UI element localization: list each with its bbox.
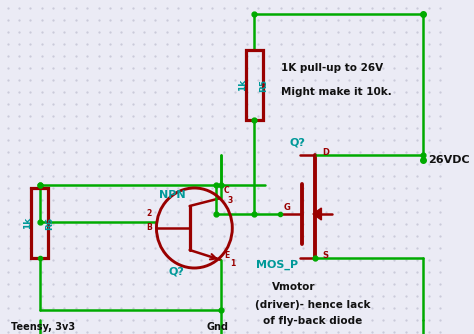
Text: R6: R6 [45, 216, 54, 229]
Text: S: S [322, 251, 328, 260]
Text: E: E [224, 252, 229, 261]
Bar [246, 50, 263, 120]
Text: NPN: NPN [159, 190, 186, 200]
Text: Might make it 10k.: Might make it 10k. [281, 87, 392, 97]
Text: R5: R5 [259, 78, 268, 92]
Text: G: G [283, 203, 291, 212]
Text: B: B [146, 223, 152, 232]
Text: C: C [224, 185, 229, 194]
Text: Vmotor: Vmotor [272, 282, 316, 292]
Text: 1K pull-up to 26V: 1K pull-up to 26V [281, 63, 383, 73]
Text: 1: 1 [230, 260, 235, 269]
Text: 1k: 1k [23, 217, 32, 229]
Bar [31, 188, 48, 258]
Text: Q?: Q? [289, 137, 305, 147]
Text: 26VDC: 26VDC [428, 155, 470, 165]
Text: of fly-back diode: of fly-back diode [263, 316, 363, 326]
Text: Teensy, 3v3: Teensy, 3v3 [11, 322, 75, 332]
Text: 3: 3 [228, 195, 233, 204]
Text: MOS_P: MOS_P [256, 260, 298, 270]
Text: 2: 2 [146, 209, 152, 218]
Text: 1k: 1k [238, 79, 247, 91]
Polygon shape [313, 208, 321, 220]
Text: D: D [322, 148, 329, 157]
Text: Gnd: Gnd [207, 322, 228, 332]
Text: Q?: Q? [169, 267, 185, 277]
Text: (driver)- hence lack: (driver)- hence lack [255, 300, 371, 310]
